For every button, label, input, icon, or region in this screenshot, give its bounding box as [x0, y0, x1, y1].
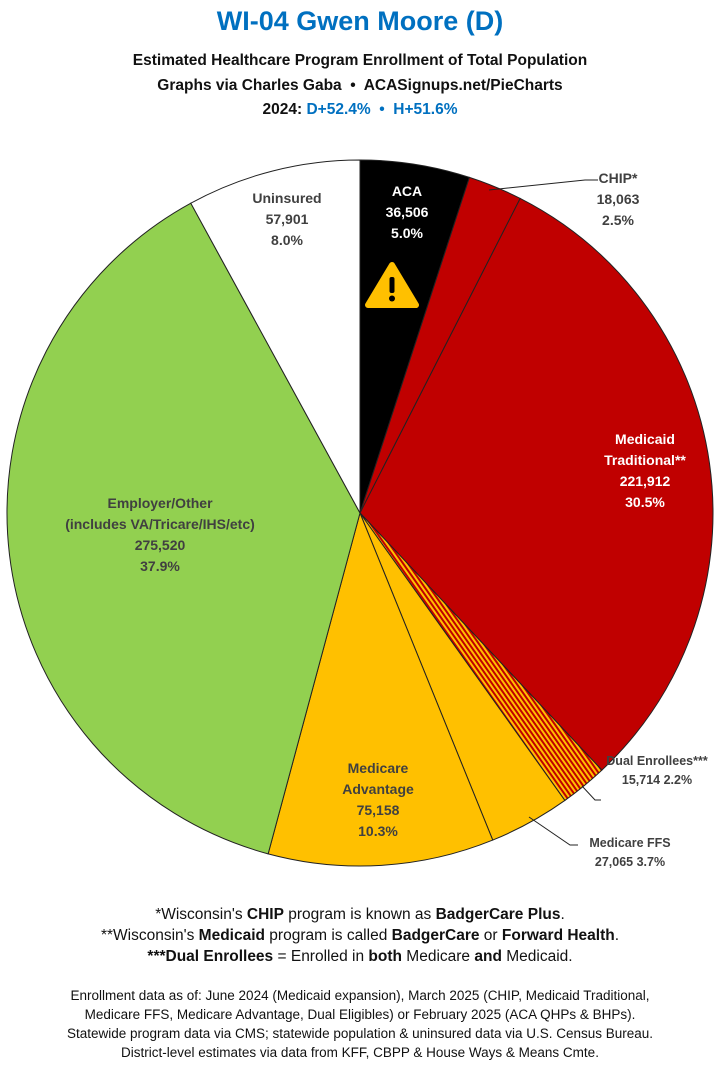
footnote-segment: *Wisconsin's	[155, 906, 247, 923]
label-chip: CHIP* 18,063 2.5%	[597, 168, 640, 231]
label-medicare-ffs: Medicare FFS 27,065 3.7%	[589, 834, 670, 872]
label-medicare-advantage: Medicare Advantage 75,158 10.3%	[342, 758, 414, 842]
label-value: 221,912	[619, 473, 671, 489]
leader-line-chip	[488, 179, 598, 191]
chart-credit: Graphs via Charles Gaba • ACASignups.net…	[157, 77, 563, 94]
footnote-line: ***Dual Enrollees = Enrolled in both Med…	[0, 946, 720, 967]
footnote-segment: .	[614, 927, 620, 944]
label-name: CHIP*	[598, 170, 638, 186]
source-line: District-level estimates via data from K…	[121, 1045, 599, 1060]
footnote-segment: **Wisconsin's	[100, 927, 199, 944]
footnotes: *Wisconsin's CHIP program is known as Ba…	[0, 904, 720, 967]
footnote-segment: = Enrolled in	[273, 948, 369, 965]
footnote-segment: program is called	[264, 927, 392, 944]
label-pct: 30.5%	[625, 494, 665, 510]
leader-line-ffs	[528, 816, 578, 846]
label-name-2: Traditional**	[604, 452, 686, 468]
label-employer-other: Employer/Other (includes VA/Tricare/IHS/…	[65, 493, 255, 577]
label-name: Dual Enrollees***	[606, 754, 708, 768]
warning-icon	[365, 262, 419, 308]
label-name: Medicare FFS	[589, 836, 671, 850]
source-line: Enrollment data as of: June 2024 (Medica…	[70, 988, 650, 1003]
partisan-lean: D+52.4% • H+51.6%	[306, 101, 458, 118]
partisan-line: 2024: D+52.4% • H+51.6%	[0, 101, 720, 119]
source-line: Statewide program data via CMS; statewid…	[66, 1026, 654, 1041]
label-dual-enrollees: Dual Enrollees*** 15,714 2.2%	[606, 752, 707, 790]
footnote-line: **Wisconsin's Medicaid program is called…	[0, 925, 720, 946]
label-value: 27,065 3.7%	[594, 855, 666, 869]
label-name: Uninsured	[252, 190, 322, 206]
label-pct: 37.9%	[140, 558, 180, 574]
label-pct: 10.3%	[358, 823, 398, 839]
label-pct: 5.0%	[391, 225, 423, 241]
chart-subtitle: Estimated Healthcare Program Enrollment …	[132, 52, 588, 69]
footnote-segment: Medicare	[401, 948, 475, 965]
chart-title: WI-04 Gwen Moore (D)	[216, 6, 504, 36]
footnote-segment: program is known as	[283, 906, 436, 923]
label-name-2: Advantage	[342, 781, 414, 797]
footnote-segment: ***Dual Enrollees	[147, 948, 274, 965]
label-value: 75,158	[356, 802, 400, 818]
label-medicaid-traditional: Medicaid Traditional** 221,912 30.5%	[604, 429, 686, 513]
pie-slice-uninsured	[190, 159, 361, 514]
sources: Enrollment data as of: June 2024 (Medica…	[0, 986, 720, 1062]
source-line: Medicare FFS, Medicare Advantage, Dual E…	[84, 1007, 636, 1022]
label-value: 36,506	[385, 204, 429, 220]
label-name: ACA	[391, 183, 423, 199]
label-name: Employer/Other	[107, 495, 213, 511]
footnote-segment: BadgerCare Plus	[435, 906, 561, 923]
footnote-segment: Medicaid.	[501, 948, 573, 965]
label-value: 57,901	[265, 211, 309, 227]
footnote-segment: CHIP	[246, 906, 284, 923]
footnote-segment: both	[368, 948, 402, 965]
label-uninsured: Uninsured 57,901 8.0%	[252, 188, 321, 251]
footnote-segment: .	[560, 906, 565, 923]
label-value: 15,714 2.2%	[621, 773, 693, 787]
label-name: Medicare	[347, 760, 409, 776]
pie-slice-employer-other-includes-va-tricare-ihs-etc	[6, 202, 361, 855]
footnote-segment: or	[479, 927, 502, 944]
pie-slice-medicaid-traditional	[359, 197, 714, 771]
label-pct: 2.5%	[602, 212, 634, 228]
footnote-segment: Medicaid	[198, 927, 265, 944]
pie-chart	[6, 159, 714, 867]
label-name-2: (includes VA/Tricare/IHS/etc)	[65, 516, 255, 532]
label-aca: ACA 36,506 5.0%	[386, 181, 429, 244]
year-label: 2024:	[262, 101, 303, 118]
pie-slice-medicare-advantage	[267, 511, 494, 867]
footnote-segment: BadgerCare	[391, 927, 480, 944]
footnote-line: *Wisconsin's CHIP program is known as Ba…	[0, 904, 720, 925]
footnote-segment: and	[474, 948, 502, 965]
leader-line-dual	[581, 785, 601, 801]
label-value: 275,520	[134, 537, 186, 553]
label-name: Medicaid	[615, 431, 675, 447]
footnote-segment: Forward Health	[501, 927, 615, 944]
label-pct: 8.0%	[271, 232, 303, 248]
label-value: 18,063	[596, 191, 640, 207]
